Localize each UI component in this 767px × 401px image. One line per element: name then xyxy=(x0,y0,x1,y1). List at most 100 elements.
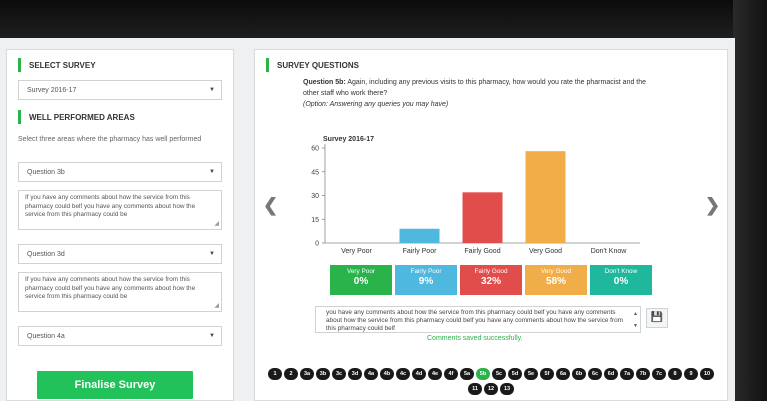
survey-questions-title: SURVEY QUESTIONS xyxy=(277,60,359,70)
pager-item-5b[interactable]: 5b xyxy=(476,368,490,380)
pager-item-7a[interactable]: 7a xyxy=(620,368,634,380)
result-tile-percent: 0% xyxy=(353,276,369,287)
result-tile: Very Poor 0% xyxy=(330,265,392,295)
area-question-select-2[interactable]: Question 3d ▼ xyxy=(18,244,222,264)
pager-item-12[interactable]: 12 xyxy=(484,383,498,395)
area-question-value: Question 3d xyxy=(27,251,65,258)
result-tile-label: Fairly Poor xyxy=(410,268,442,275)
area-question-select-3[interactable]: Question 4a ▼ xyxy=(18,326,222,346)
result-tile-label: Fairly Good xyxy=(474,268,508,275)
pager-item-5a[interactable]: 5a xyxy=(460,368,474,380)
result-tile-percent: 0% xyxy=(613,276,629,287)
pager-item-4b[interactable]: 4b xyxy=(380,368,394,380)
result-tile: Fairly Good 32% xyxy=(460,265,522,295)
option-note: (Option: Answering any queries you may h… xyxy=(303,101,449,108)
area-comment-text: If you have any comments about how the s… xyxy=(25,194,196,218)
chevron-right-icon[interactable]: ❯ xyxy=(705,195,721,215)
pager-item-3a[interactable]: 3a xyxy=(300,368,314,380)
device-bezel-right xyxy=(733,0,767,401)
pager-item-2[interactable]: 2 xyxy=(284,368,298,380)
resize-grip-icon[interactable]: ◢ xyxy=(214,302,219,309)
result-tile-label: Very Poor xyxy=(346,268,376,275)
pager-item-5d[interactable]: 5d xyxy=(508,368,522,380)
bar xyxy=(399,228,440,243)
caret-down-icon: ▼ xyxy=(209,251,215,257)
result-tile-percent: 32% xyxy=(480,276,501,287)
section-accent-bar xyxy=(18,110,21,124)
pager-item-4c[interactable]: 4c xyxy=(396,368,410,380)
right-panel: SURVEY QUESTIONS Question 5b: Again, inc… xyxy=(254,49,728,401)
save-comment-button[interactable]: 💾 xyxy=(646,308,668,328)
question-pager: 1 2 3a 3b 3c 3d 4a 4b 4c 4d 4e 4f 5a 5b 5c 5d 5e 5f 6a 6b 6c… xyxy=(261,368,721,395)
pager-item-3d[interactable]: 3d xyxy=(348,368,362,380)
select-survey-title: SELECT SURVEY xyxy=(29,60,96,70)
result-tile: Don't Know 0% xyxy=(590,265,652,295)
well-performed-help: Select three areas where the pharmacy ha… xyxy=(18,136,202,143)
area-question-value: Question 4a xyxy=(27,333,65,340)
bar xyxy=(525,151,566,243)
pager-item-4a[interactable]: 4a xyxy=(364,368,378,380)
section-accent-bar xyxy=(18,58,21,72)
result-tile-label: Don't Know xyxy=(604,268,638,275)
y-tick-label: 45 xyxy=(311,169,319,176)
survey-questions-heading: SURVEY QUESTIONS xyxy=(255,56,727,74)
pager-item-3b[interactable]: 3b xyxy=(316,368,330,380)
pager-item-4e[interactable]: 4e xyxy=(428,368,442,380)
pager-item-8[interactable]: 8 xyxy=(668,368,682,380)
result-tile: Fairly Poor 9% xyxy=(395,265,457,295)
pager-item-5f[interactable]: 5f xyxy=(540,368,554,380)
saved-message: Comments saved successfully. xyxy=(427,335,523,342)
y-tick-label: 60 xyxy=(311,146,319,153)
pager-item-4f[interactable]: 4f xyxy=(444,368,458,380)
pager-item-6d[interactable]: 6d xyxy=(604,368,618,380)
results-bar-chart: Survey 2016-17 0 15 30 45 60 Very Poor Fairly P… xyxy=(311,136,640,255)
screen: SELECT SURVEY Survey 2016-17 ▼ WELL PERF… xyxy=(0,38,735,401)
question-label: Question 5b: xyxy=(303,79,346,86)
question-comment-text: you have any comments about how the serv… xyxy=(326,309,623,332)
survey-select-value: Survey 2016-17 xyxy=(27,87,77,94)
pager-item-10[interactable]: 10 xyxy=(700,368,714,380)
area-comment-textarea-1[interactable]: If you have any comments about how the s… xyxy=(18,190,222,230)
scroll-arrows-icon[interactable]: ▲ ▼ xyxy=(633,311,638,329)
section-accent-bar xyxy=(266,58,269,72)
area-question-select-1[interactable]: Question 3b ▼ xyxy=(18,162,222,182)
pager-item-3c[interactable]: 3c xyxy=(332,368,346,380)
pager-item-6c[interactable]: 6c xyxy=(588,368,602,380)
x-tick-label: Fairly Good xyxy=(464,248,500,255)
floppy-disk-icon: 💾 xyxy=(650,312,664,323)
pager-item-4d[interactable]: 4d xyxy=(412,368,426,380)
pager-item-7c[interactable]: 7c xyxy=(652,368,666,380)
area-comment-textarea-2[interactable]: If you have any comments about how the s… xyxy=(18,272,222,312)
area-comment-text: If you have any comments about how the s… xyxy=(25,276,196,300)
finalise-survey-button[interactable]: Finalise Survey xyxy=(37,371,193,399)
y-tick-label: 0 xyxy=(315,241,319,248)
y-tick-label: 15 xyxy=(311,217,319,224)
pager-item-11[interactable]: 11 xyxy=(468,383,482,395)
pager-item-9[interactable]: 9 xyxy=(684,368,698,380)
resize-grip-icon[interactable]: ◢ xyxy=(214,220,219,227)
caret-down-icon: ▼ xyxy=(209,333,215,339)
survey-select[interactable]: Survey 2016-17 ▼ xyxy=(18,80,222,100)
area-question-value: Question 3b xyxy=(27,169,65,176)
pager-item-1[interactable]: 1 xyxy=(268,368,282,380)
result-tile-percent: 9% xyxy=(418,276,434,287)
chart-title: Survey 2016-17 xyxy=(323,136,374,143)
pager-item-5e[interactable]: 5e xyxy=(524,368,538,380)
y-tick-label: 30 xyxy=(311,193,319,200)
pager-item-5c[interactable]: 5c xyxy=(492,368,506,380)
pager-item-13[interactable]: 13 xyxy=(500,383,514,395)
pager-item-7b[interactable]: 7b xyxy=(636,368,650,380)
question-text: Again, including any previous visits to … xyxy=(303,79,647,97)
left-panel: SELECT SURVEY Survey 2016-17 ▼ WELL PERF… xyxy=(6,49,234,401)
bar xyxy=(462,192,503,243)
question-comment-textarea[interactable]: you have any comments about how the serv… xyxy=(315,306,641,333)
pager-item-6a[interactable]: 6a xyxy=(556,368,570,380)
x-tick-label: Fairly Poor xyxy=(403,248,438,255)
well-performed-heading: WELL PERFORMED AREAS xyxy=(7,108,135,126)
pager-item-6b[interactable]: 6b xyxy=(572,368,586,380)
caret-down-icon: ▼ xyxy=(209,87,215,93)
chevron-left-icon[interactable]: ❮ xyxy=(263,195,279,215)
result-tile-percent: 58% xyxy=(545,276,566,287)
x-tick-label: Very Good xyxy=(529,248,562,255)
device-bezel-top xyxy=(0,0,767,38)
